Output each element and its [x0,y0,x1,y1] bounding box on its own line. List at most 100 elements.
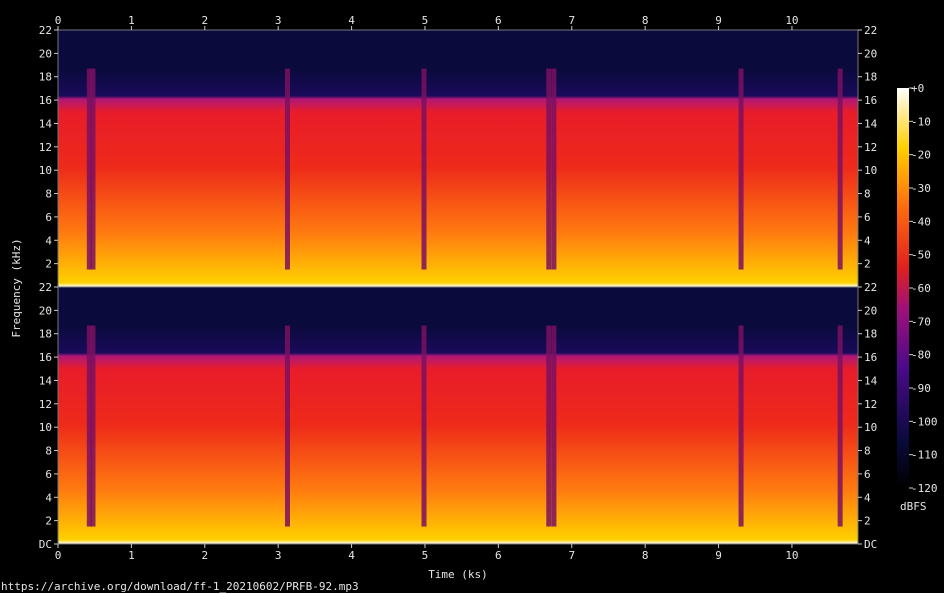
colorbar-tick-label: -20 [911,149,931,162]
y-tick-label-left: 18 [39,328,52,341]
y-tick-label-right: 4 [864,234,871,247]
colorbar-tick-label: -70 [911,315,931,328]
y-tick-label-right: 12 [864,141,877,154]
colorbar-tick-label: -80 [911,349,931,362]
quiet-gap [738,325,744,527]
y-tick-label-left: 2 [45,258,52,271]
quiet-gap [738,68,744,270]
y-tick-label-left: 6 [45,211,52,224]
x-tick-label-bottom: 3 [275,549,282,562]
colorbar-ticks: +0 -10 -20 -30 -40 -50 -60 -70 -80 -90 -100 -110 -12… [909,82,938,495]
y-tick-label-left: 20 [39,304,52,317]
y-tick-label-right: 2 [864,515,871,528]
colorbar-tick-label: -100 [911,415,938,428]
y-tick-label-left: 14 [39,374,53,387]
colorbar-label: dBFS [900,500,927,513]
x-tick-label-bottom: 7 [568,549,575,562]
y-tick-label-right: DC [864,538,877,551]
y-tick-label-left: 22 [39,281,52,294]
y-tick-label-right: 14 [864,117,878,130]
x-tick-label-top: 1 [128,14,135,27]
x-tick-label-top: 4 [348,14,355,27]
y-tick-label-left: 4 [45,491,52,504]
y-tick-label-right: 20 [864,304,877,317]
y-tick-label-right: 12 [864,398,877,411]
y-tick-label-right: 4 [864,491,871,504]
colorbar-tick-label: -50 [911,249,931,262]
x-tick-label-bottom: 4 [348,549,355,562]
source-url: https://archive.org/download/ff-1_202106… [1,580,359,593]
x-tick-label-bottom: 2 [201,549,208,562]
x-tick-label-top: 8 [642,14,649,27]
channel-2-spectrum [58,325,858,544]
channel-2-quiet-gaps [86,325,843,527]
y-tick-label-left: 12 [39,141,52,154]
y-tick-label-right: 10 [864,164,877,177]
quiet-gap [284,68,290,270]
x-tick-label-bottom: 1 [128,549,135,562]
y-tick-label-left: 4 [45,234,52,247]
quiet-gap [551,68,557,270]
colorbar-tick-label: -10 [911,115,931,128]
y-tick-label-right: 22 [864,281,877,294]
y-tick-label-right: 6 [864,468,871,481]
x-tick-label-bottom: 9 [715,549,722,562]
quiet-gap [86,325,92,527]
y-tick-label-left: 2 [45,515,52,528]
x-tick-label-bottom: 8 [642,549,649,562]
x-tick-label-bottom: 5 [422,549,429,562]
y-tick-label-left: 8 [45,445,52,458]
x-tick-label-bottom: 0 [55,549,62,562]
y-axis-label: Frequency (kHz) [10,238,23,337]
y-tick-label-left: 20 [39,47,52,60]
time-axis-ticks: 0 0 1 1 2 2 3 3 4 4 5 5 6 6 7 7 8 8 9 9 10 10 [55,14,799,562]
y-tick-label-right: 10 [864,421,877,434]
colorbar-tick-label: -120 [911,482,938,495]
x-tick-label-top: 10 [785,14,798,27]
y-tick-label-right: 2 [864,258,871,271]
y-tick-label-right: 8 [864,445,871,458]
x-tick-label-top: 7 [568,14,575,27]
channel-1-spectrum [58,68,858,287]
channel-1-quiet-gaps [86,68,843,270]
y-tick-label-left: 22 [39,24,52,37]
quiet-gap [86,68,92,270]
spectrogram-channel-1 [57,29,859,288]
y-tick-label-right: 18 [864,71,877,84]
y-tick-label-left: 12 [39,398,52,411]
y-tick-label-left: 10 [39,421,52,434]
colorbar-tick-label: -40 [911,215,931,228]
y-tick-label-left: 16 [39,94,52,107]
y-tick-label-right: 18 [864,328,877,341]
quiet-gap [551,325,557,527]
colorbar-tick-label: -110 [911,449,938,462]
quiet-gap [546,325,552,527]
quiet-gap [837,325,843,527]
quiet-gap [837,68,843,270]
x-tick-label-top: 5 [422,14,429,27]
channel-2-frame [57,286,859,545]
x-axis-label: Time (ks) [428,568,488,581]
quiet-gap [546,68,552,270]
colorbar-tick-label: -90 [911,382,931,395]
quiet-gap [284,325,290,527]
y-tick-label-right: 22 [864,24,877,37]
colorbar-gradient-bar [897,88,909,488]
colorbar-tick-label: +0 [911,82,924,95]
quiet-gap [90,325,96,527]
y-tick-label-left: DC [39,538,52,551]
y-tick-label-right: 16 [864,94,877,107]
quiet-gap [90,68,96,270]
colorbar: +0 -10 -20 -30 -40 -50 -60 -70 -80 -90 -100 -110 -12… [897,82,938,513]
x-tick-label-bottom: 6 [495,549,502,562]
x-tick-label-top: 3 [275,14,282,27]
spectrogram-channel-2 [57,286,859,545]
x-tick-label-top: 2 [201,14,208,27]
x-tick-label-bottom: 10 [785,549,798,562]
y-tick-label-right: 14 [864,374,878,387]
y-tick-label-right: 8 [864,188,871,201]
y-tick-label-left: 16 [39,351,52,364]
quiet-gap [421,325,427,527]
